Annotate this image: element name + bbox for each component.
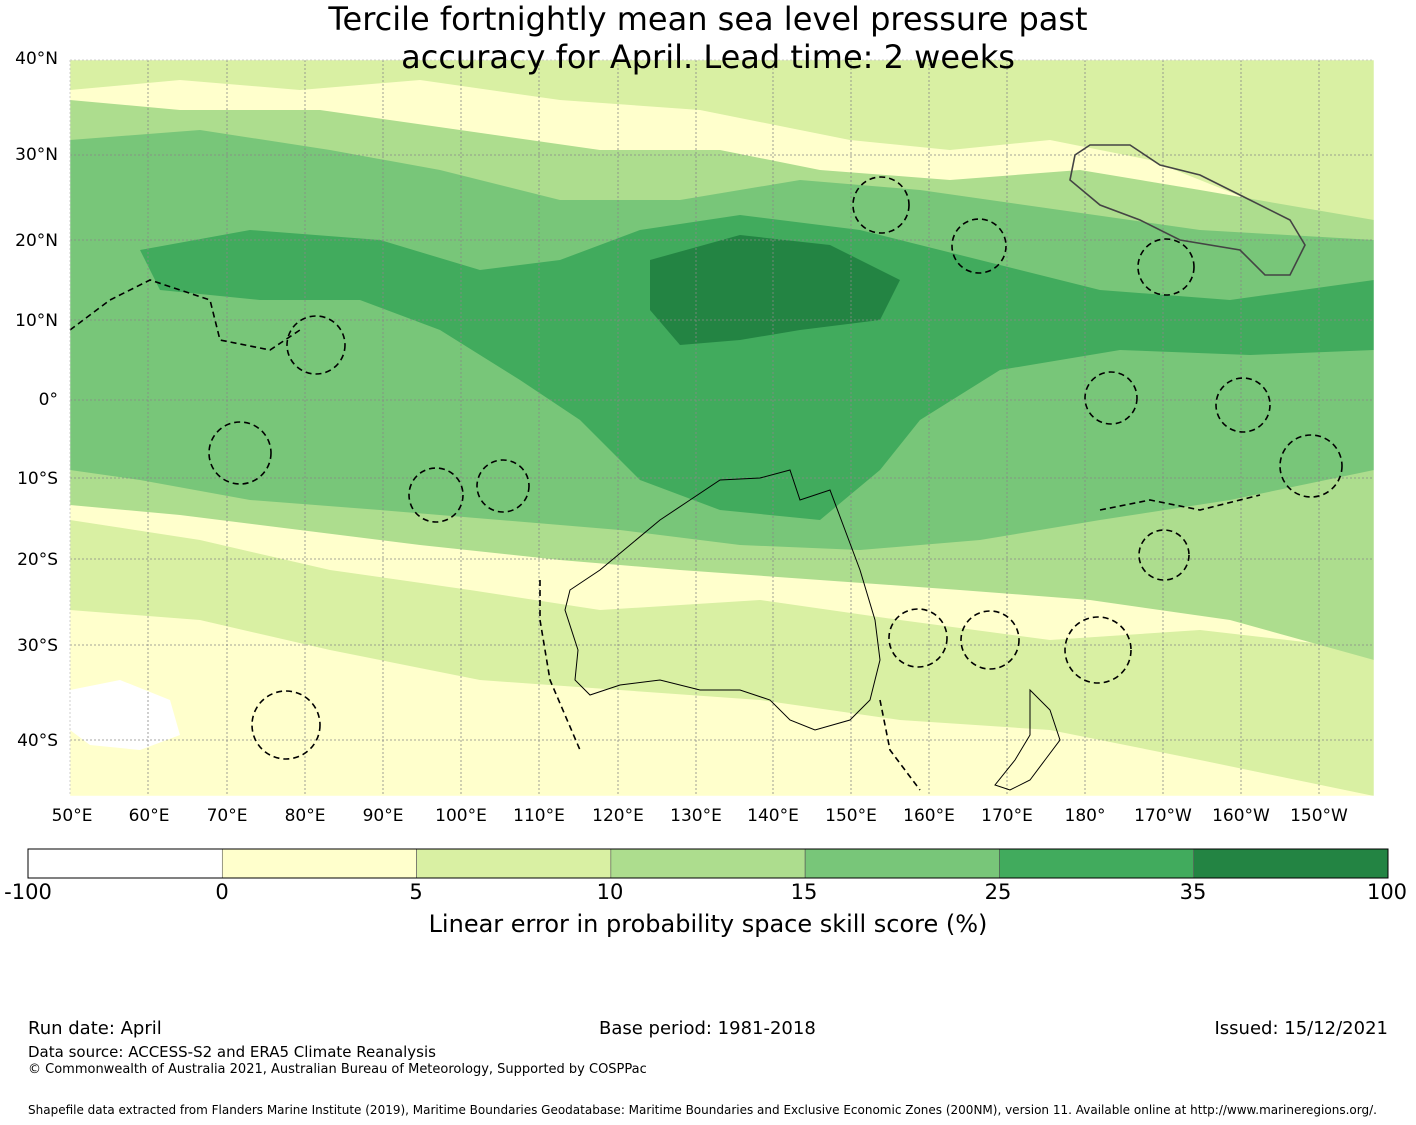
lat-label-30n: 30°N: [15, 145, 58, 165]
lat-label-30s: 30°S: [17, 636, 58, 656]
lat-label-20n: 20°N: [15, 231, 58, 251]
lat-label-0: 0°: [38, 390, 58, 410]
lon-label-170e: 170°E: [981, 806, 1033, 826]
data-source: Data source: ACCESS-S2 and ERA5 Climate …: [28, 1043, 436, 1061]
lon-label-50e: 50°E: [51, 806, 93, 826]
lon-label-120e: 120°E: [592, 806, 644, 826]
lon-label-130e: 130°E: [670, 806, 722, 826]
lon-label-60e: 60°E: [128, 806, 170, 826]
base-period: Base period: 1981-2018: [599, 1018, 816, 1039]
colorbar-tick-0: 0: [215, 880, 229, 904]
lon-label-180: 180°: [1064, 806, 1106, 826]
new-zealand-coastline: [994, 688, 1061, 791]
skill-band-35-100: [650, 235, 900, 345]
lon-label-110e: 110°E: [513, 806, 565, 826]
skill-score-map: [69, 59, 1375, 797]
lon-label-90e: 90°E: [362, 806, 404, 826]
skill-band-5-10-north: [70, 60, 1374, 250]
shapefile-credit: Shapefile data extracted from Flanders M…: [28, 1103, 1377, 1117]
map-title-line-2: accuracy for April. Lead time: 2 weeks: [401, 38, 1015, 76]
issued-date: Issued: 15/12/2021: [1214, 1018, 1388, 1039]
lon-label-140e: 140°E: [747, 806, 799, 826]
colorbar-cell: [804, 848, 1000, 879]
skill-band-25-35: [140, 215, 1374, 520]
lon-label-160e: 160°E: [903, 806, 955, 826]
colorbar-cell: [416, 848, 612, 879]
colorbar-tick-10: 10: [596, 880, 624, 904]
colorbar-tick-15: 15: [790, 880, 818, 904]
colorbar-cell: [1193, 848, 1389, 879]
hawaii-eez-outline: [1069, 144, 1306, 276]
colorbar-cell: [27, 848, 223, 879]
lon-label-150w: 150°W: [1290, 806, 1348, 826]
lat-label-10s: 10°S: [17, 469, 58, 489]
lat-label-40s: 40°S: [17, 731, 58, 751]
lon-label-170w: 170°W: [1134, 806, 1192, 826]
colorbar-label: Linear error in probability space skill …: [428, 910, 988, 938]
lon-label-100e: 100°E: [435, 806, 487, 826]
colorbar-tick-minus100: -100: [4, 880, 52, 904]
run-date: Run date: April: [28, 1018, 162, 1039]
colorbar-cell: [610, 848, 806, 879]
colorbar-tick-100: 100: [1366, 880, 1408, 904]
lon-label-160w: 160°W: [1212, 806, 1270, 826]
colorbar-cell: [221, 848, 417, 879]
map-title-line-1: Tercile fortnightly mean sea level press…: [328, 0, 1088, 38]
eez-boundaries: [69, 176, 1343, 791]
colorbar-cell: [999, 848, 1195, 879]
lat-label-20s: 20°S: [17, 550, 58, 570]
colorbar-tick-35: 35: [1179, 880, 1207, 904]
lon-label-150e: 150°E: [825, 806, 877, 826]
lon-label-70e: 70°E: [206, 806, 248, 826]
colorbar-tick-5: 5: [409, 880, 423, 904]
lat-label-40n: 40°N: [15, 49, 58, 69]
skill-band-5-10-south: [70, 520, 1374, 796]
copyright-notice: © Commonwealth of Australia 2021, Austra…: [28, 1062, 647, 1077]
colorbar-border: [27, 848, 1389, 879]
skill-band-negative: [70, 680, 180, 750]
colorbar-tick-25: 25: [984, 880, 1012, 904]
lat-label-10n: 10°N: [15, 311, 58, 331]
map-frame: [69, 59, 1375, 797]
australia-coastline: [564, 469, 881, 731]
lon-label-80e: 80°E: [284, 806, 326, 826]
